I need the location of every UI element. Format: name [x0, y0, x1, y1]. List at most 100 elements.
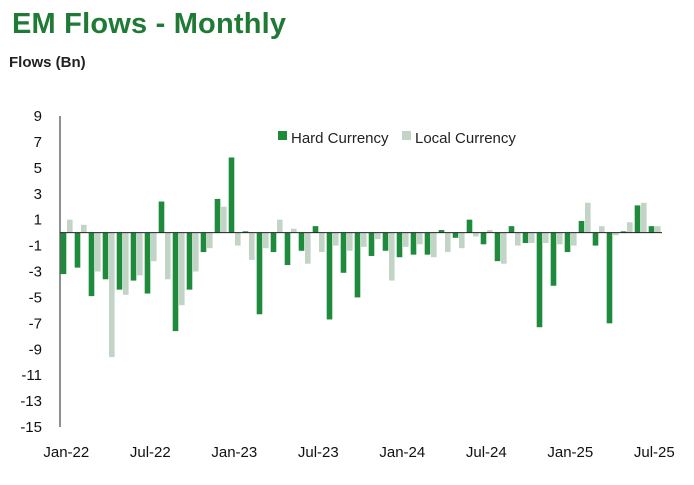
- x-tick-label: Jul-22: [130, 444, 171, 461]
- bar-local-currency: [333, 232, 339, 246]
- bar-hard-currency: [396, 232, 403, 258]
- bar-local-currency: [459, 232, 465, 249]
- bar-hard-currency: [186, 232, 193, 290]
- bar-hard-currency: [116, 232, 123, 290]
- bar-local-currency: [389, 232, 395, 281]
- bar-local-currency: [641, 202, 647, 233]
- x-tick-label: Jul-25: [634, 444, 675, 461]
- bar-hard-currency: [494, 232, 501, 262]
- y-axis-ticks: 9 7 5 3 1 -1 -3 -5 -7 -9 -11 -13 -15: [20, 108, 42, 436]
- x-tick-label: Jan-24: [379, 444, 425, 461]
- bar-local-currency: [515, 232, 521, 246]
- bar-hard-currency: [620, 231, 627, 233]
- bar-local-currency: [571, 232, 577, 246]
- bar-hard-currency: [550, 232, 557, 286]
- y-axis-label: Flows (Bn): [9, 54, 86, 71]
- bar-hard-currency: [312, 226, 319, 233]
- x-tick-label: Jan-25: [547, 444, 593, 461]
- y-tick-label: -3: [29, 264, 42, 281]
- bar-local-currency: [431, 232, 437, 258]
- bar-local-currency: [221, 206, 227, 233]
- bar-hard-currency: [452, 232, 459, 238]
- y-tick-label: -5: [29, 289, 42, 306]
- bar-hard-currency: [102, 232, 109, 280]
- x-tick-label: Jul-24: [466, 444, 507, 461]
- bar-local-currency: [375, 232, 381, 240]
- y-tick-label: 5: [34, 160, 42, 177]
- bar-hard-currency: [74, 232, 81, 268]
- bar-hard-currency: [214, 198, 221, 233]
- legend: Hard Currency Local Currency: [278, 130, 516, 147]
- bar-local-currency: [473, 232, 479, 237]
- bar-hard-currency: [368, 232, 375, 256]
- bar-local-currency: [235, 232, 241, 246]
- bar-hard-currency: [578, 220, 585, 233]
- bar-hard-currency: [340, 232, 347, 273]
- bar-hard-currency: [60, 232, 67, 275]
- bar-local-currency: [109, 232, 115, 358]
- x-axis-ticks: Jan-22 Jul-22 Jan-23 Jul-23 Jan-24 Jul-24 Jan-…: [43, 444, 674, 461]
- bar-local-currency: [81, 224, 87, 233]
- bar-local-currency: [151, 232, 157, 262]
- bar-hard-currency: [634, 205, 641, 233]
- bar-hard-currency: [200, 232, 207, 253]
- legend-swatch-local-currency: [402, 131, 411, 140]
- bar-hard-currency: [172, 232, 179, 332]
- y-tick-label: 7: [34, 134, 42, 151]
- bar-local-currency: [557, 232, 563, 245]
- bar-local-currency: [123, 232, 129, 295]
- x-tick-label: Jul-23: [298, 444, 339, 461]
- bar-local-currency: [445, 232, 451, 253]
- bar-hard-currency: [284, 232, 291, 266]
- bar-local-currency: [487, 230, 493, 233]
- bar-hard-currency: [480, 232, 487, 245]
- bar-local-currency: [529, 232, 535, 243]
- bar-hard-currency: [270, 232, 277, 253]
- x-tick-label: Jan-23: [211, 444, 257, 461]
- bar-local-currency: [95, 232, 101, 272]
- bar-local-currency: [207, 232, 213, 249]
- bar-hard-currency: [592, 232, 599, 246]
- bar-hard-currency: [144, 232, 151, 294]
- bar-hard-currency: [410, 232, 417, 255]
- x-tick-label: Jan-22: [43, 444, 89, 461]
- y-tick-label: -13: [20, 393, 42, 410]
- bar-local-currency: [627, 222, 633, 233]
- bar-local-currency: [193, 232, 199, 272]
- bar-local-currency: [599, 226, 605, 233]
- bar-local-currency: [543, 232, 549, 243]
- legend-label-hard-currency: Hard Currency: [291, 130, 389, 147]
- bar-local-currency: [403, 232, 409, 247]
- y-tick-label: -11: [21, 367, 42, 384]
- bar-local-currency: [67, 219, 73, 233]
- bar-local-currency: [249, 232, 255, 260]
- bar-local-currency: [263, 232, 269, 249]
- bar-hard-currency: [536, 232, 543, 328]
- chart-title: EM Flows - Monthly: [12, 8, 287, 40]
- bar-local-currency: [501, 232, 507, 264]
- bar-local-currency: [165, 232, 171, 280]
- y-tick-label: 9: [34, 108, 42, 125]
- y-tick-label: -9: [29, 341, 42, 358]
- bar-local-currency: [305, 232, 311, 264]
- bar-local-currency: [179, 232, 185, 306]
- bar-local-currency: [417, 232, 423, 245]
- bar-hard-currency: [382, 232, 389, 251]
- bar-local-currency: [319, 232, 325, 253]
- y-tick-label: -7: [29, 315, 42, 332]
- bar-hard-currency: [130, 232, 137, 281]
- bar-hard-currency: [256, 232, 263, 315]
- bars: [60, 157, 661, 358]
- bar-hard-currency: [326, 232, 333, 320]
- bar-hard-currency: [606, 232, 613, 324]
- bar-hard-currency: [88, 232, 95, 297]
- bar-hard-currency: [424, 232, 431, 255]
- legend-swatch-hard-currency: [278, 131, 287, 140]
- bar-hard-currency: [242, 231, 249, 233]
- legend-label-local-currency: Local Currency: [415, 130, 516, 147]
- bar-hard-currency: [508, 226, 515, 233]
- axes: [59, 116, 662, 427]
- bar-hard-currency: [228, 157, 235, 233]
- bar-hard-currency: [298, 232, 305, 251]
